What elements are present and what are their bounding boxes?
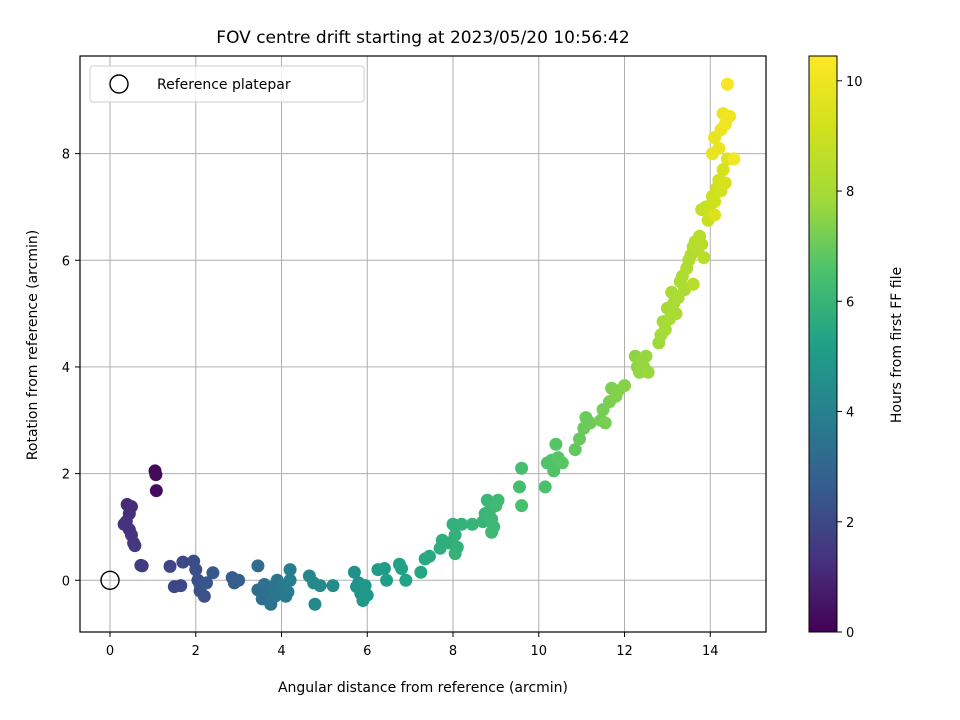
scatter-point xyxy=(712,141,726,155)
scatter-point xyxy=(448,528,462,542)
scatter-point xyxy=(422,549,436,563)
y-tick-label: 8 xyxy=(62,148,70,163)
x-tick-label: 2 xyxy=(192,644,200,659)
scatter-point xyxy=(360,588,374,602)
colorbar-tick-label: 4 xyxy=(846,406,854,421)
scatter-point xyxy=(538,480,552,494)
y-tick-label: 0 xyxy=(62,574,70,589)
scatter-point xyxy=(572,432,586,446)
scatter-point xyxy=(708,195,722,209)
scatter-point xyxy=(547,464,561,478)
scatter-point xyxy=(399,573,413,587)
scatter-point xyxy=(549,437,563,451)
colorbar-tick-label: 8 xyxy=(846,185,854,200)
scatter-point xyxy=(283,563,297,577)
scatter-point xyxy=(485,525,499,539)
chart-title: FOV centre drift starting at 2023/05/20 … xyxy=(216,28,629,48)
scatter-point xyxy=(583,416,597,430)
scatter-point xyxy=(251,559,265,573)
scatter-point xyxy=(515,499,529,513)
scatter-point xyxy=(163,559,177,573)
scatter-point xyxy=(639,349,653,363)
x-tick-label: 14 xyxy=(702,644,719,659)
scatter-point xyxy=(281,585,295,599)
scatter-point xyxy=(555,456,569,470)
scatter-point xyxy=(308,597,322,611)
scatter-point xyxy=(491,493,505,507)
colorbar-label: Hours from first FF file xyxy=(889,267,905,423)
scatter-point xyxy=(618,379,632,393)
legend: Reference platepar xyxy=(89,65,365,103)
scatter-point xyxy=(723,109,737,123)
scatter-points xyxy=(100,77,741,611)
grid xyxy=(80,56,766,632)
y-axis-label: Rotation from reference (arcmin) xyxy=(25,230,41,460)
scatter-point xyxy=(149,484,163,498)
scatter-point xyxy=(232,573,246,587)
scatter-point xyxy=(197,589,211,603)
legend-box xyxy=(89,65,365,103)
scatter-point xyxy=(149,468,163,482)
scatter-point xyxy=(448,547,462,561)
x-tick-label: 8 xyxy=(449,644,457,659)
scatter-point xyxy=(176,555,190,569)
axis-ticks: 0 2 4 6 8 10 12 14 0 2 4 6 8 xyxy=(62,148,719,659)
colorbar-tick-label: 2 xyxy=(846,516,854,531)
scatter-point xyxy=(128,539,142,553)
y-tick-label: 6 xyxy=(62,254,70,269)
scatter-point xyxy=(174,579,188,593)
scatter-point xyxy=(414,565,428,579)
scatter-point xyxy=(515,461,529,475)
x-tick-label: 0 xyxy=(106,644,114,659)
scatter-point xyxy=(598,416,612,430)
scatter-point xyxy=(380,573,394,587)
scatter-point xyxy=(669,307,683,321)
x-tick-label: 4 xyxy=(277,644,285,659)
colorbar-tick-label: 0 xyxy=(846,626,854,641)
scatter-point xyxy=(189,563,203,577)
scatter-point xyxy=(395,562,409,576)
reference-point-marker xyxy=(100,570,120,590)
scatter-point xyxy=(658,323,672,337)
colorbar-tick-label: 10 xyxy=(846,75,863,90)
colorbar: 0 2 4 6 8 10 Hours from first FF file xyxy=(808,55,905,641)
scatter-point xyxy=(697,251,711,265)
scatter-point xyxy=(377,562,391,576)
scatter-point xyxy=(199,576,213,590)
scatter-point xyxy=(727,152,741,166)
scatter-point xyxy=(347,565,361,579)
scatter-point xyxy=(708,208,722,222)
scatter-point xyxy=(686,277,700,291)
colorbar-ticks: 0 2 4 6 8 10 xyxy=(837,75,863,641)
scatter-point xyxy=(326,579,340,593)
y-tick-label: 2 xyxy=(62,468,70,483)
x-axis-label: Angular distance from reference (arcmin) xyxy=(278,680,568,696)
x-tick-label: 6 xyxy=(363,644,371,659)
scatter-point xyxy=(206,566,220,580)
scatter-point xyxy=(641,365,655,379)
scatter-point xyxy=(135,559,149,573)
scatter-point xyxy=(568,443,582,457)
x-tick-label: 12 xyxy=(616,644,633,659)
colorbar-gradient xyxy=(808,55,838,633)
scatter-point xyxy=(455,517,469,531)
scatter-point xyxy=(695,237,709,251)
scatter-point xyxy=(465,517,479,531)
x-tick-label: 10 xyxy=(530,644,547,659)
y-tick-label: 4 xyxy=(62,361,70,376)
legend-entry-reference: Reference platepar xyxy=(157,77,291,93)
scatter-point xyxy=(313,579,327,593)
legend-marker-reference xyxy=(109,74,129,94)
plot-frame xyxy=(79,55,767,633)
scatter-point xyxy=(283,573,297,587)
scatter-point xyxy=(718,176,732,190)
scatter-point xyxy=(512,480,526,494)
scatter-point xyxy=(720,77,734,91)
scatter-point xyxy=(716,163,730,177)
colorbar-tick-label: 6 xyxy=(846,295,854,310)
